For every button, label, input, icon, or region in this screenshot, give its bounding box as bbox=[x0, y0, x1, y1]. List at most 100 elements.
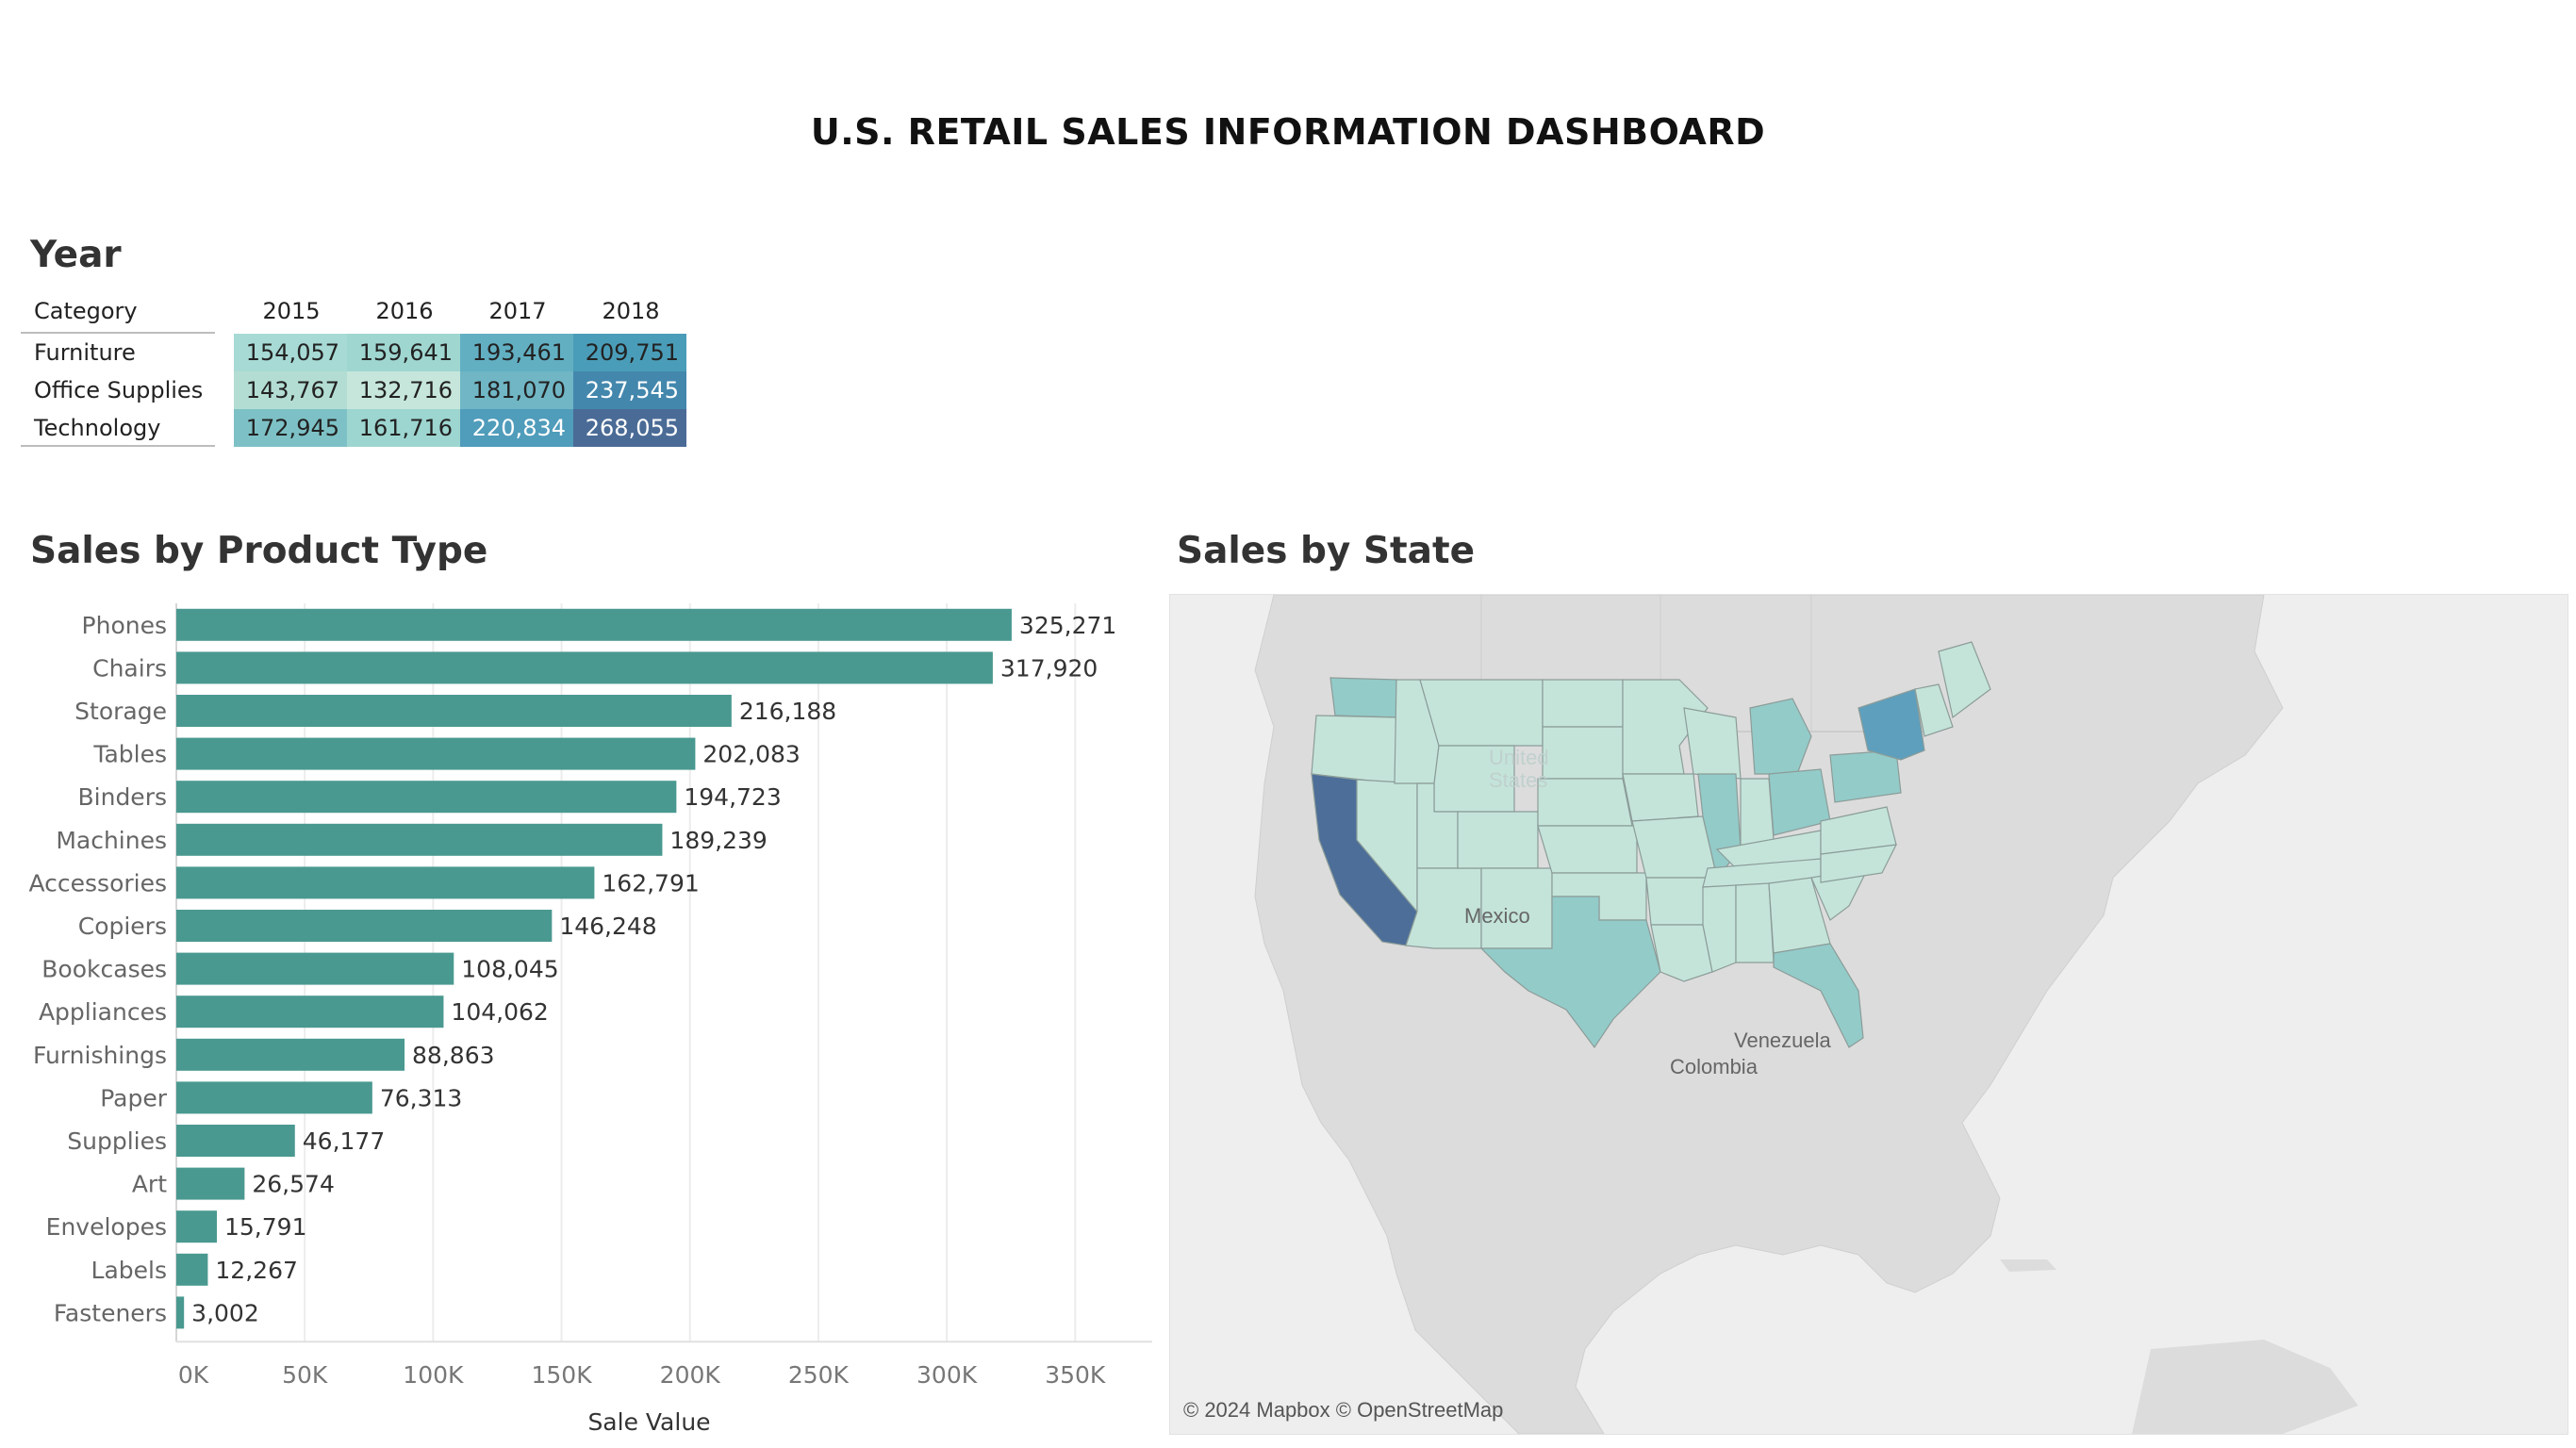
year-header[interactable]: 2015 bbox=[262, 298, 321, 324]
value-label: 189,239 bbox=[669, 827, 767, 854]
state-new-york[interactable] bbox=[1858, 688, 1925, 761]
table-cell[interactable]: 209,751 bbox=[573, 334, 686, 371]
category-label[interactable]: Machines bbox=[56, 827, 167, 854]
bar-chart: Phones 325,271 Chairs 317,920 Storage 216,188… bbox=[28, 603, 1152, 1433]
category-label[interactable]: Storage bbox=[74, 698, 167, 725]
category-label[interactable]: Copiers bbox=[78, 913, 167, 940]
state-kansas[interactable] bbox=[1537, 825, 1638, 874]
state-washington[interactable] bbox=[1329, 677, 1397, 718]
state-oregon[interactable] bbox=[1311, 715, 1397, 784]
bar-chart-title: Sales by Product Type bbox=[30, 530, 488, 572]
state-missouri[interactable] bbox=[1631, 815, 1718, 879]
state-maine[interactable] bbox=[1938, 641, 1991, 719]
table-cell[interactable]: 268,055 bbox=[573, 409, 686, 447]
sales-by-state-map[interactable]: United States Mexico Venezuela Colombia … bbox=[1169, 594, 2568, 1435]
state-alabama[interactable] bbox=[1735, 882, 1775, 963]
row-header: Category bbox=[34, 298, 138, 324]
state-wisconsin[interactable] bbox=[1683, 707, 1742, 780]
state-south-dakota[interactable] bbox=[1542, 726, 1624, 780]
bar[interactable] bbox=[176, 1125, 295, 1157]
category-label[interactable]: Furnishings bbox=[33, 1042, 167, 1069]
x-tick-label: 300K bbox=[916, 1361, 978, 1389]
table-cell[interactable]: 181,070 bbox=[460, 371, 573, 409]
x-tick-label: 0K bbox=[178, 1361, 209, 1389]
category-label[interactable]: Furniture bbox=[34, 339, 136, 366]
year-table-title: Year bbox=[30, 234, 122, 276]
state-colorado[interactable] bbox=[1457, 811, 1539, 869]
table-cell[interactable]: 159,641 bbox=[347, 334, 460, 371]
us-map-label: United States bbox=[1489, 746, 1555, 792]
state-vermont-nh[interactable] bbox=[1914, 683, 1954, 737]
year-header[interactable]: 2017 bbox=[488, 298, 547, 324]
cuba-land bbox=[1887, 1217, 1981, 1245]
state-pennsylvania[interactable] bbox=[1829, 749, 1902, 803]
category-label[interactable]: Appliances bbox=[39, 998, 167, 1026]
us-states[interactable] bbox=[1311, 641, 1991, 1049]
bar[interactable] bbox=[176, 1167, 245, 1200]
table-cell[interactable]: 220,834 bbox=[460, 409, 573, 447]
category-label[interactable]: Art bbox=[132, 1171, 167, 1198]
state-virginia[interactable] bbox=[1820, 806, 1897, 855]
category-label[interactable]: Binders bbox=[78, 783, 168, 811]
category-label[interactable]: Envelopes bbox=[46, 1213, 167, 1241]
table-cell[interactable]: 154,057 bbox=[234, 334, 347, 371]
state-nebraska[interactable] bbox=[1537, 778, 1633, 827]
state-louisiana[interactable] bbox=[1650, 924, 1713, 982]
value-label: 146,248 bbox=[559, 913, 656, 940]
value-label: 108,045 bbox=[461, 956, 558, 983]
state-montana[interactable] bbox=[1419, 679, 1544, 747]
category-label[interactable]: Bookcases bbox=[41, 956, 167, 983]
state-indiana[interactable] bbox=[1740, 778, 1775, 850]
table-cell[interactable]: 193,461 bbox=[460, 334, 573, 371]
value-label: 76,313 bbox=[380, 1084, 462, 1111]
bar[interactable] bbox=[176, 823, 663, 856]
bar[interactable] bbox=[176, 695, 732, 727]
table-cell[interactable]: 143,767 bbox=[234, 371, 347, 409]
venezuela-label: Venezuela bbox=[1734, 1028, 1832, 1052]
category-label[interactable]: Tables bbox=[92, 741, 167, 768]
state-iowa[interactable] bbox=[1622, 773, 1699, 822]
table-cell[interactable]: 132,716 bbox=[347, 371, 460, 409]
bar[interactable] bbox=[176, 996, 444, 1028]
category-label[interactable]: Chairs bbox=[92, 654, 167, 682]
value-label: 46,177 bbox=[303, 1127, 385, 1155]
map-canvas[interactable]: United States Mexico Venezuela Colombia … bbox=[1170, 595, 2568, 1434]
year-header[interactable]: 2018 bbox=[602, 298, 660, 324]
category-label[interactable]: Labels bbox=[91, 1257, 167, 1284]
table-cell[interactable]: 172,945 bbox=[234, 409, 347, 447]
bar[interactable] bbox=[176, 781, 677, 814]
category-label[interactable]: Office Supplies bbox=[34, 377, 204, 403]
state-florida[interactable] bbox=[1773, 943, 1864, 1048]
year-header[interactable]: 2016 bbox=[375, 298, 434, 324]
bar[interactable] bbox=[176, 1081, 372, 1114]
category-label[interactable]: Technology bbox=[34, 415, 161, 441]
category-label[interactable]: Paper bbox=[100, 1084, 168, 1111]
category-label[interactable]: Phones bbox=[82, 612, 167, 639]
state-michigan[interactable] bbox=[1749, 698, 1812, 775]
value-label: 3,002 bbox=[191, 1299, 259, 1326]
table-cell[interactable]: 237,545 bbox=[573, 371, 686, 409]
bar[interactable] bbox=[176, 737, 696, 770]
category-label[interactable]: Supplies bbox=[67, 1127, 167, 1155]
x-tick-label: 100K bbox=[403, 1361, 464, 1389]
bar[interactable] bbox=[176, 1253, 208, 1286]
state-mississippi[interactable] bbox=[1702, 884, 1737, 973]
value-label: 15,791 bbox=[224, 1213, 306, 1241]
value-label: 325,271 bbox=[1019, 612, 1116, 639]
bar[interactable] bbox=[176, 1296, 185, 1329]
bar[interactable] bbox=[176, 910, 553, 942]
category-label[interactable]: Fasteners bbox=[54, 1299, 167, 1326]
table-cell[interactable]: 161,716 bbox=[347, 409, 460, 447]
map-credit[interactable]: © 2024 Mapbox © OpenStreetMap bbox=[1183, 1398, 1503, 1422]
table-divider bbox=[21, 445, 215, 447]
category-label[interactable]: Accessories bbox=[28, 869, 167, 897]
x-tick-label: 50K bbox=[282, 1361, 328, 1389]
bar[interactable] bbox=[176, 1210, 218, 1243]
bar[interactable] bbox=[176, 608, 1012, 641]
bar[interactable] bbox=[176, 1038, 405, 1071]
bar[interactable] bbox=[176, 952, 454, 985]
bar[interactable] bbox=[176, 866, 595, 899]
state-north-dakota[interactable] bbox=[1542, 679, 1624, 728]
bar[interactable] bbox=[176, 651, 993, 684]
state-arkansas[interactable] bbox=[1645, 877, 1709, 926]
